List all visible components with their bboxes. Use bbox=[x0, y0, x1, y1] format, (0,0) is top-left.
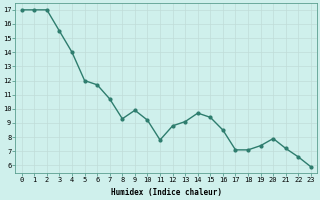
X-axis label: Humidex (Indice chaleur): Humidex (Indice chaleur) bbox=[111, 188, 222, 197]
